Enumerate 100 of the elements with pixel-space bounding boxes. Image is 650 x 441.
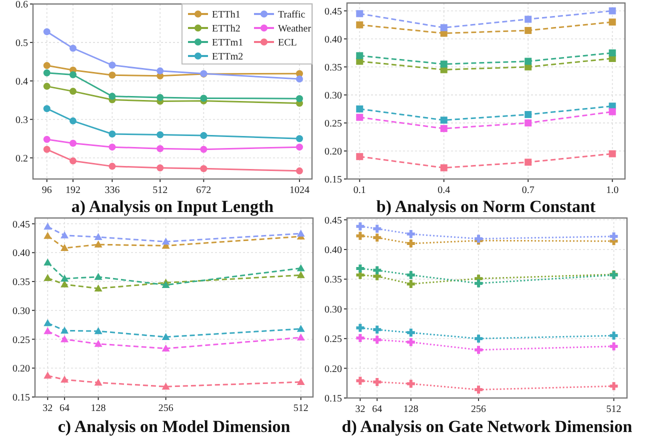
point (156, 67, 164, 74)
point (94, 240, 102, 248)
point (608, 108, 616, 116)
point (608, 49, 616, 56)
y-tick-label: 0.4 (16, 76, 28, 88)
point (70, 117, 77, 124)
point (373, 378, 382, 386)
point (94, 340, 102, 347)
y-tick-label: 0.2 (16, 153, 28, 164)
point (356, 21, 364, 28)
point (373, 224, 382, 233)
y-tick-label: 0.5 (16, 38, 28, 49)
point (44, 222, 52, 230)
y-tick-label: 0.45 (12, 219, 30, 230)
point (406, 271, 415, 280)
x-tick-label: 0.7 (522, 185, 534, 196)
y-tick-label: 0.25 (324, 118, 342, 130)
point (356, 324, 364, 332)
point (156, 94, 164, 101)
point (108, 62, 116, 69)
point (162, 382, 170, 390)
x-tick-label: 128 (403, 404, 418, 415)
point (43, 146, 50, 153)
point (44, 232, 52, 239)
point (474, 346, 483, 354)
point (440, 60, 448, 68)
point (70, 157, 77, 164)
y-tick-label: 0.6 (16, 0, 28, 10)
point (524, 58, 532, 65)
point (356, 114, 364, 121)
point (296, 76, 303, 82)
point (356, 264, 364, 272)
y-tick-label: 0.25 (12, 334, 30, 346)
point (608, 18, 616, 26)
point (296, 378, 305, 385)
point (162, 238, 170, 245)
y-tick-label: 0.15 (324, 394, 342, 404)
point (610, 332, 618, 340)
point (44, 258, 52, 266)
point (94, 284, 102, 292)
point (200, 165, 208, 172)
point (60, 244, 69, 252)
point (60, 274, 69, 282)
legend-label: ECL (278, 38, 297, 48)
point (70, 71, 77, 78)
point (296, 230, 305, 237)
point (608, 7, 616, 14)
x-tick-label: 64 (60, 403, 70, 414)
point (108, 130, 116, 138)
y-tick-label: 0.20 (324, 146, 342, 158)
point (296, 95, 303, 102)
point (200, 94, 208, 102)
point (440, 164, 448, 172)
x-tick-label: 64 (372, 404, 382, 415)
point (440, 125, 448, 132)
x-tick-label: 1024 (289, 185, 310, 196)
point (70, 88, 77, 95)
y-tick-label: 0.15 (324, 174, 342, 186)
x-tick-label: 32 (42, 403, 53, 414)
y-tick-label: 0.30 (324, 90, 342, 102)
y-tick-label: 0.40 (12, 248, 30, 260)
point (43, 62, 50, 70)
point (296, 135, 303, 142)
point (296, 324, 305, 332)
legend-label: ETTh2 (212, 24, 240, 34)
point (356, 10, 364, 18)
point (44, 319, 52, 326)
point (94, 233, 102, 240)
point (200, 132, 208, 140)
point (356, 105, 364, 112)
x-tick-label: 0.4 (438, 185, 450, 196)
point (474, 334, 483, 343)
point (356, 153, 364, 160)
y-tick-label: 0.35 (12, 277, 30, 288)
point (296, 271, 305, 278)
point (44, 372, 52, 379)
point (356, 222, 364, 230)
y-tick-label: 0.35 (324, 274, 342, 286)
y-tick-label: 0.30 (12, 306, 30, 317)
point (356, 376, 364, 385)
point (406, 230, 415, 238)
y-tick-label: 0.35 (324, 62, 342, 74)
point (44, 274, 52, 282)
point (296, 264, 305, 272)
x-tick-label: 128 (90, 403, 106, 414)
point (608, 150, 616, 158)
point (406, 338, 415, 346)
point (610, 342, 618, 350)
point (94, 272, 102, 280)
point (70, 140, 77, 147)
point (524, 158, 532, 166)
y-tick-label: 0.15 (12, 392, 30, 404)
point (356, 232, 364, 240)
x-tick-label: 0.1 (353, 185, 366, 196)
x-tick-label: 672 (196, 185, 212, 196)
point (108, 72, 116, 79)
point (70, 44, 77, 52)
point (43, 69, 50, 76)
point (373, 266, 382, 274)
point (162, 344, 170, 352)
